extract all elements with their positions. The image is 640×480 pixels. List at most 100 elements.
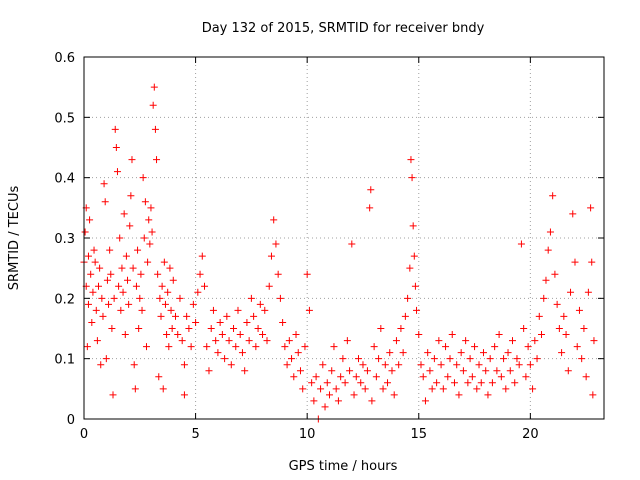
data-point: [139, 174, 147, 182]
data-point: [529, 385, 537, 393]
data-point: [97, 361, 105, 369]
data-point: [325, 391, 333, 399]
data-point: [149, 101, 157, 109]
data-point: [140, 234, 148, 242]
y-tick-label: 0: [67, 413, 75, 428]
data-point: [296, 367, 304, 375]
data-point: [486, 355, 494, 363]
data-point: [250, 312, 258, 320]
data-point: [294, 349, 302, 357]
data-point: [120, 210, 128, 218]
data-point: [106, 246, 114, 254]
data-point: [98, 294, 106, 302]
data-point: [332, 385, 340, 393]
data-point: [254, 325, 262, 332]
data-point: [274, 270, 282, 278]
data-point: [299, 385, 307, 393]
data-point: [437, 361, 445, 369]
data-point: [187, 343, 195, 351]
data-point: [381, 361, 389, 369]
data-point: [146, 240, 154, 248]
data-point: [484, 391, 492, 399]
data-point: [580, 325, 588, 332]
data-point: [426, 367, 434, 375]
data-point: [363, 367, 371, 375]
data-point: [384, 379, 392, 387]
data-point: [491, 343, 499, 351]
data-point: [310, 397, 318, 405]
data-point: [136, 294, 144, 302]
data-point: [290, 373, 298, 381]
data-point: [99, 312, 107, 320]
data-point: [189, 300, 197, 308]
data-point: [448, 331, 456, 339]
data-point: [549, 192, 557, 200]
data-point: [488, 379, 496, 387]
data-point: [560, 312, 568, 320]
data-point: [455, 391, 463, 399]
data-point: [582, 373, 590, 381]
data-point: [475, 361, 483, 369]
data-point: [164, 288, 172, 296]
data-point: [573, 343, 581, 351]
y-axis-label: SRMTID / TECUs: [7, 186, 22, 291]
data-point: [375, 355, 383, 363]
data-point: [370, 343, 378, 351]
data-point: [86, 216, 94, 224]
data-point: [444, 373, 452, 381]
data-point: [517, 240, 525, 248]
data-point: [555, 325, 563, 332]
data-point: [174, 331, 182, 339]
data-point: [259, 331, 267, 339]
data-point: [183, 312, 191, 320]
data-point: [138, 306, 146, 314]
data-point: [366, 204, 374, 212]
data-point: [312, 373, 320, 381]
y-tick-label: 0.5: [54, 111, 75, 126]
data-point: [157, 312, 165, 320]
data-point: [587, 204, 595, 212]
data-point: [88, 318, 96, 326]
data-point: [81, 228, 89, 236]
data-point: [135, 325, 143, 332]
data-point: [350, 391, 358, 399]
data-point: [126, 222, 134, 230]
data-point: [194, 288, 202, 296]
data-point: [377, 325, 385, 332]
data-point: [92, 306, 100, 314]
x-tick-label: 20: [522, 427, 539, 442]
data-point: [153, 156, 161, 164]
y-tick-label: 0.3: [54, 232, 75, 247]
data-point: [285, 337, 293, 345]
data-point: [337, 373, 345, 381]
data-point: [180, 361, 188, 369]
data-point: [533, 355, 541, 363]
data-point: [155, 373, 163, 381]
data-point: [207, 325, 215, 332]
data-point: [334, 397, 342, 405]
data-point: [395, 361, 403, 369]
data-point: [415, 331, 423, 339]
data-point: [588, 258, 596, 266]
data-point: [232, 343, 240, 351]
data-point: [283, 361, 291, 369]
data-point: [531, 337, 539, 345]
data-point: [102, 355, 110, 363]
data-point: [319, 361, 327, 369]
data-point: [424, 349, 432, 357]
x-tick-label: 10: [299, 427, 316, 442]
data-point: [118, 264, 126, 272]
data-point: [90, 246, 98, 254]
data-point: [428, 385, 436, 393]
x-axis-label: GPS time / hours: [289, 459, 398, 474]
data-point: [589, 391, 597, 399]
data-point: [166, 264, 174, 272]
data-point: [84, 252, 92, 260]
data-point: [272, 240, 280, 248]
data-point: [343, 337, 351, 345]
data-point: [129, 264, 137, 272]
data-point: [493, 367, 501, 375]
data-point: [352, 373, 360, 381]
data-point: [508, 337, 516, 345]
